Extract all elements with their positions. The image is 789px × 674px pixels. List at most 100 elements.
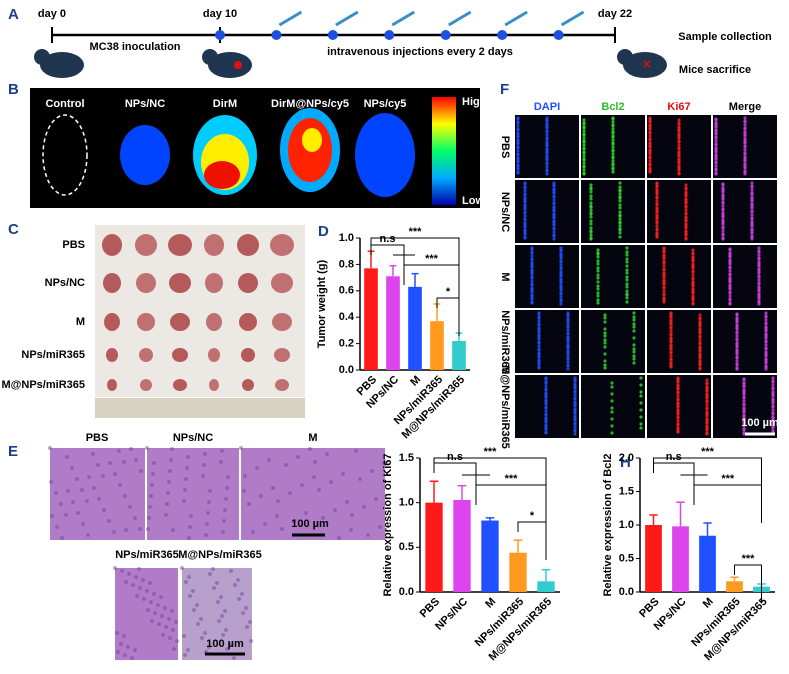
texture	[648, 163, 652, 167]
texture	[559, 288, 563, 292]
texture	[102, 508, 106, 512]
texture	[662, 257, 666, 261]
texture	[618, 235, 622, 239]
texture	[757, 253, 761, 257]
texture	[603, 345, 607, 349]
texture	[596, 280, 600, 284]
texture	[757, 250, 761, 254]
texture	[573, 393, 577, 397]
y-axis-label: Relative expression of Bcl2	[602, 453, 614, 596]
texture	[530, 251, 534, 255]
texture	[92, 486, 96, 490]
texture	[267, 458, 271, 462]
texture	[516, 149, 520, 153]
timeline-text: Sample collection	[678, 31, 772, 43]
texture	[582, 122, 586, 126]
texture	[559, 249, 563, 253]
texture	[54, 491, 58, 495]
texture	[582, 154, 586, 158]
tumor	[272, 313, 292, 331]
texture	[544, 388, 548, 392]
mouse-icon	[40, 52, 84, 78]
texture	[757, 278, 761, 282]
texture	[757, 246, 761, 250]
texture	[611, 145, 615, 149]
texture	[691, 302, 695, 306]
texture	[292, 519, 296, 523]
bar	[645, 525, 662, 592]
texture	[552, 181, 556, 185]
texture	[632, 325, 636, 329]
texture	[743, 148, 747, 152]
texture	[113, 566, 117, 570]
texture	[589, 194, 593, 198]
texture	[742, 414, 746, 418]
texture	[771, 394, 775, 398]
texture	[537, 334, 541, 338]
texture	[735, 359, 739, 363]
row-label: NPs/miR365	[499, 310, 511, 374]
texture	[172, 647, 176, 651]
texture	[698, 328, 702, 332]
texture	[669, 319, 673, 323]
texture	[545, 141, 549, 145]
texture	[691, 281, 695, 285]
syringe	[447, 10, 472, 27]
texture	[735, 352, 739, 356]
texture	[705, 393, 709, 397]
texture	[771, 376, 775, 380]
column-label: Merge	[729, 101, 761, 113]
texture	[764, 343, 768, 347]
texture	[537, 337, 541, 341]
texture	[648, 156, 652, 160]
texture	[676, 398, 680, 402]
group-label: NPs/NC	[173, 432, 213, 444]
row-label: M@NPs/miR365	[499, 365, 511, 448]
tumor	[140, 379, 152, 391]
texture	[662, 286, 666, 290]
texture	[122, 460, 126, 464]
texture	[714, 150, 718, 154]
texture	[705, 403, 709, 407]
texture	[743, 145, 747, 149]
column-label: Ki67	[667, 101, 690, 113]
row-label: NPs/NC	[499, 192, 511, 232]
texture	[148, 581, 152, 585]
texture	[743, 134, 747, 138]
texture	[603, 363, 607, 367]
texture	[249, 639, 253, 643]
group-label: M	[76, 316, 85, 328]
texture	[677, 122, 681, 126]
texture	[321, 516, 325, 520]
texture	[221, 530, 225, 534]
ruler	[95, 398, 305, 418]
significance-bracket	[693, 484, 762, 523]
signal	[120, 125, 170, 185]
texture	[603, 313, 607, 317]
texture	[152, 461, 156, 465]
texture	[714, 122, 718, 126]
texture	[186, 648, 190, 652]
texture	[544, 420, 548, 424]
texture	[728, 291, 732, 295]
texture	[284, 463, 288, 467]
texture	[170, 609, 174, 613]
tumor	[172, 348, 188, 362]
texture	[97, 497, 101, 501]
texture	[157, 622, 161, 626]
texture	[147, 516, 151, 520]
texture	[742, 432, 746, 436]
texture	[552, 234, 556, 238]
texture	[220, 614, 224, 618]
texture	[537, 359, 541, 363]
texture	[669, 358, 673, 362]
texture	[618, 181, 622, 185]
texture	[537, 312, 541, 316]
texture	[684, 237, 688, 241]
texture	[669, 315, 673, 319]
texture	[225, 647, 229, 651]
texture	[655, 207, 659, 211]
texture	[559, 271, 563, 275]
tumor	[270, 234, 294, 256]
bar	[509, 552, 527, 592]
